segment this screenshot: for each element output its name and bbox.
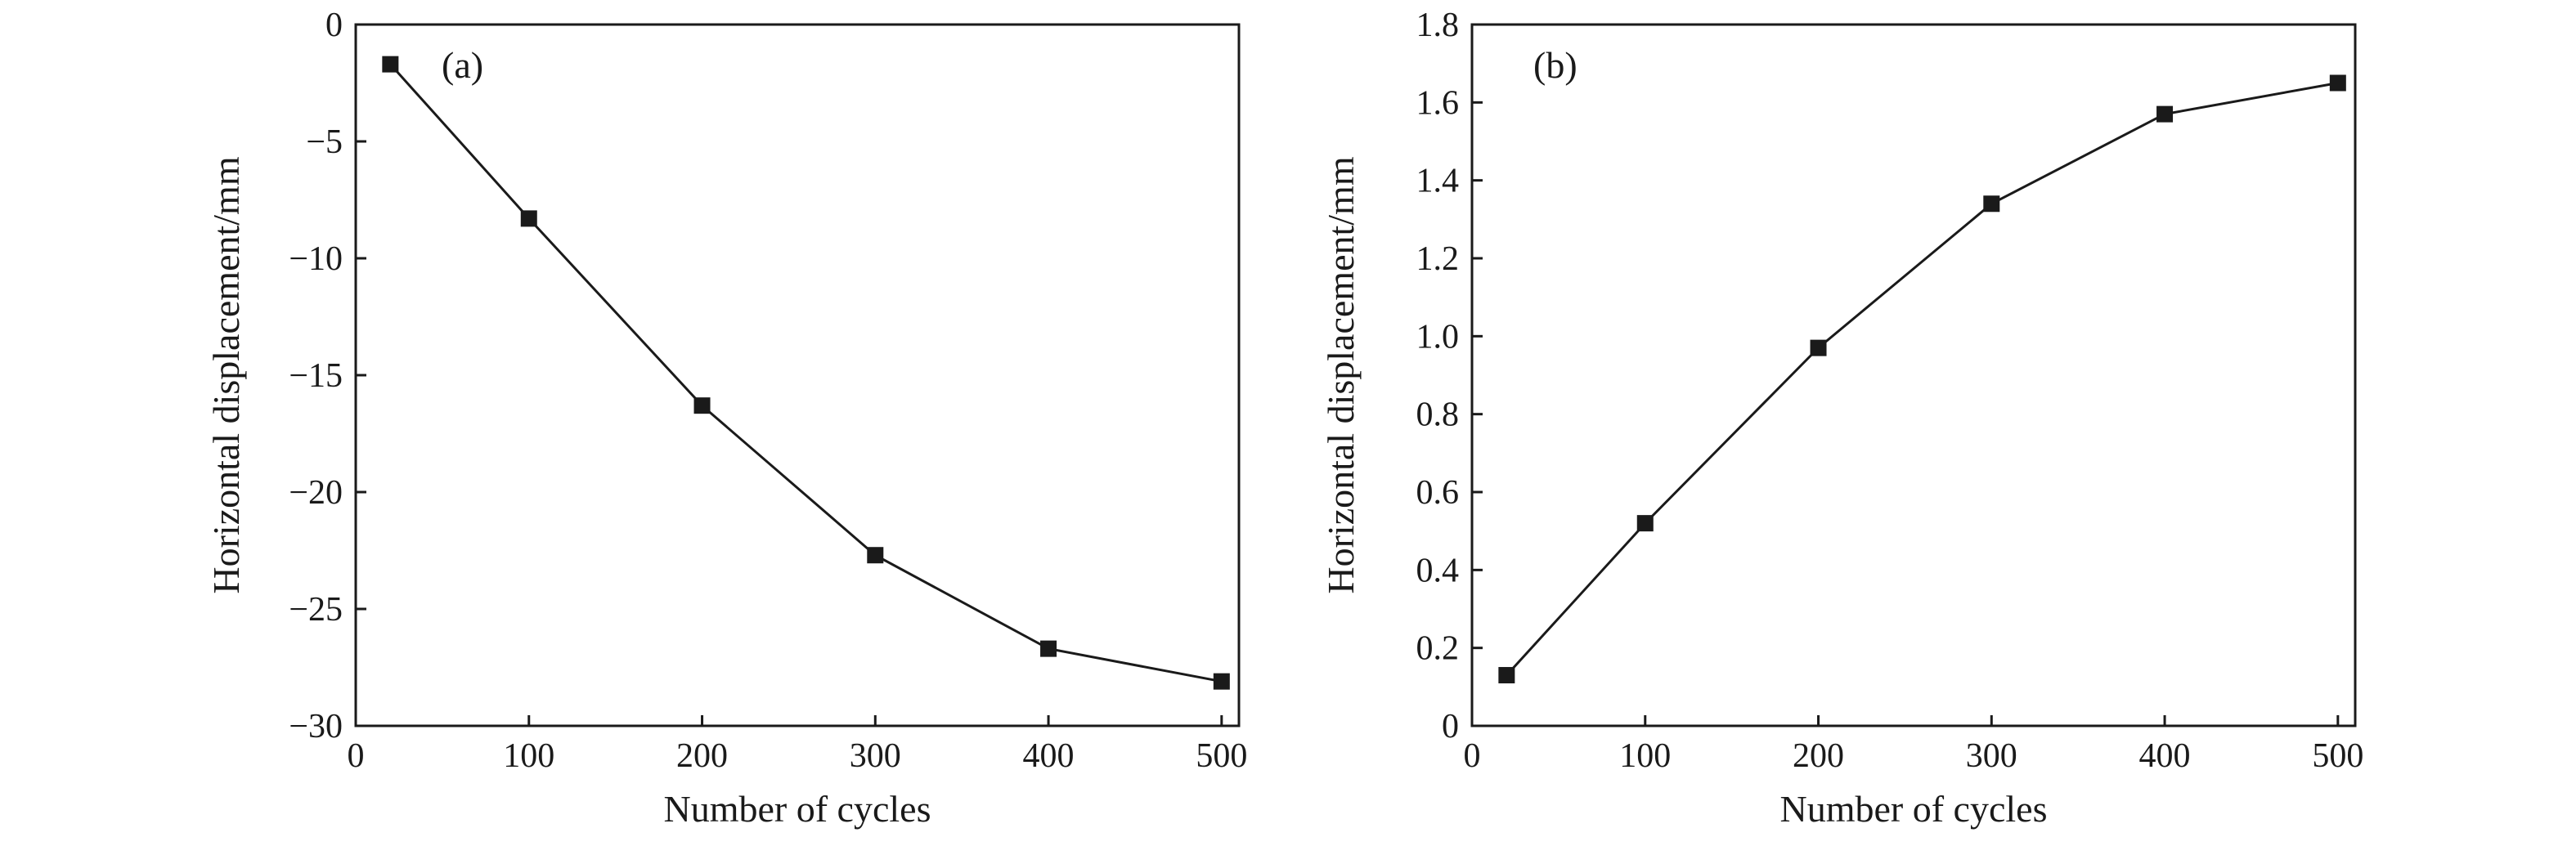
series-group	[1498, 74, 2346, 684]
axis-ticks	[1470, 23, 2340, 727]
x-tick-label: 100	[503, 737, 554, 775]
data-point-marker	[520, 210, 537, 227]
x-tick-label: 500	[2312, 737, 2363, 775]
x-tick-label: 100	[1619, 737, 1671, 775]
x-tick-label: 300	[850, 737, 901, 775]
y-tick-label: 0.6	[1416, 474, 1460, 512]
y-tick-label: −20	[289, 474, 343, 512]
axis-tick-labels: 0 100 200 300 400 500 0 0.2 0.4 0.6 0.8 1.0 1.2 1.4 1.…	[1416, 7, 2364, 775]
x-tick-label: 200	[1793, 737, 1844, 775]
y-tick-label: 0.8	[1416, 396, 1460, 434]
x-tick-label: 300	[1966, 737, 2017, 775]
x-tick-label: 200	[676, 737, 728, 775]
data-point-marker	[1810, 339, 1827, 356]
series-group	[382, 56, 1230, 690]
y-tick-label: 1.2	[1416, 240, 1460, 278]
x-tick-label: 400	[2139, 737, 2191, 775]
x-tick-label: 500	[1196, 737, 1247, 775]
axis-tick-labels: 0 100 200 300 400 500 0 −5 −10 −15 −20 −25 −30	[289, 7, 1247, 775]
series-line	[1506, 82, 2339, 677]
data-point-marker	[382, 56, 399, 73]
data-point-marker	[1213, 673, 1230, 690]
panel-label: (a)	[442, 44, 483, 86]
x-tick-label: 400	[1023, 737, 1075, 775]
y-tick-label: 1.4	[1416, 163, 1460, 200]
data-point-marker	[1040, 640, 1057, 657]
data-point-marker	[867, 547, 884, 564]
chart-panel-b: (b) 0 100 200 300 400 500 0 0.2 0.4 0.6 0.8 1.0 1.2 1…	[1320, 7, 2363, 830]
data-point-marker	[693, 397, 711, 414]
data-point-marker	[1498, 667, 1515, 684]
x-axis-title: Number of cycles	[1780, 788, 2048, 830]
y-tick-label: −5	[306, 123, 343, 161]
y-tick-label: −10	[289, 240, 343, 278]
y-tick-label: 0.2	[1416, 630, 1460, 668]
x-tick-label: 0	[348, 737, 365, 775]
y-tick-label: −25	[289, 591, 343, 629]
data-point-marker	[1983, 195, 2000, 213]
axis-ticks	[354, 23, 1223, 727]
chart-panel-a: (a) 0 100 200 300 400 500 0 −5 −10 −15 −20 −25 −30 N…	[205, 7, 1247, 830]
y-tick-label: −15	[289, 357, 343, 395]
y-tick-label: 0	[1442, 708, 1459, 745]
plot-frame	[1470, 23, 2357, 727]
plot-frame	[354, 23, 1241, 727]
y-tick-label: 0	[325, 7, 343, 44]
y-tick-label: −30	[289, 708, 343, 745]
data-point-marker	[2156, 105, 2174, 123]
y-tick-label: 0.4	[1416, 552, 1460, 589]
x-tick-label: 0	[1464, 737, 1481, 775]
series-line	[389, 63, 1223, 683]
y-axis-title: Horizontal displacement/mm	[1320, 156, 1362, 593]
x-axis-title: Number of cycles	[664, 788, 931, 830]
y-tick-label: 1.0	[1416, 318, 1460, 356]
y-tick-label: 1.8	[1416, 7, 1460, 44]
data-point-marker	[2329, 74, 2346, 92]
data-point-marker	[1636, 515, 1654, 532]
panel-label: (b)	[1533, 44, 1577, 86]
y-tick-label: 1.6	[1416, 84, 1460, 122]
y-axis-title: Horizontal displacement/mm	[205, 156, 247, 593]
